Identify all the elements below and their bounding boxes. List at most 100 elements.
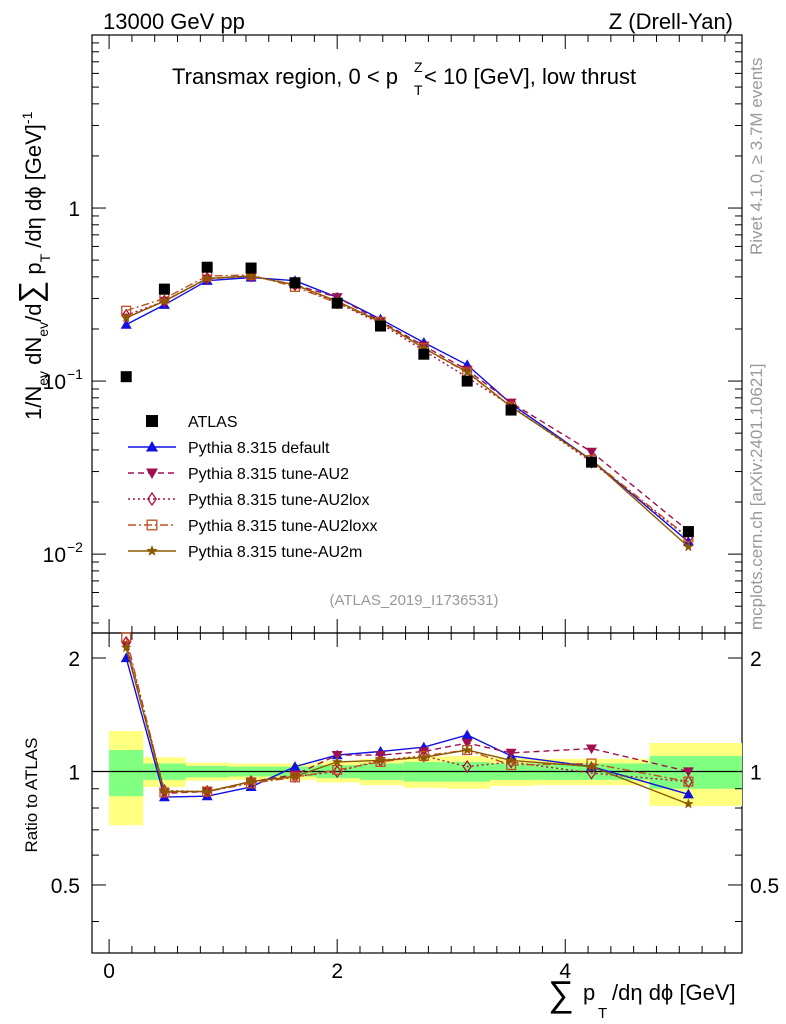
ratio-y-tick-label: 2 — [68, 648, 80, 671]
ratio-point-tune-au2m — [121, 642, 132, 653]
ratio-point-default — [461, 729, 473, 740]
legend-label: Pythia 8.315 default — [188, 440, 330, 457]
ratio-point-tune-au2m — [586, 761, 597, 772]
ylabel-sum-symbol: ∑ — [12, 281, 48, 304]
atlas-data-point — [375, 320, 387, 332]
legend-marker — [146, 468, 158, 479]
x-axis-label: ∑ p T /dη dϕ [GeV] — [548, 973, 736, 1022]
ylabel-sub-ev: ev — [35, 371, 51, 386]
main-y-tick-label: 10 — [43, 544, 66, 567]
legend-marker — [146, 545, 158, 556]
x-tick-label: 4 — [559, 960, 571, 983]
ratio-point-tune-au2lox — [419, 749, 429, 763]
ylabel-exp: -1 — [19, 111, 35, 124]
plot-subtitle: Transmax region, 0 < p Z T < 10 [GeV], l… — [172, 59, 636, 98]
ratio-point-tune-au2 — [682, 767, 694, 777]
ratio-y-tick-label-right: 0.5 — [750, 875, 779, 898]
ratio-point-tune-au2 — [585, 744, 597, 755]
ratio-point-tune-au2lox — [683, 774, 694, 789]
subtitle-sup: Z — [414, 59, 423, 75]
axis-ticks: 110 −110 −22 21 10.5 0.50 2 4 — [43, 35, 779, 983]
ylabel-sub-ev-2: ev — [35, 322, 51, 337]
ratio-point-tune-au2m — [245, 776, 257, 787]
ratio-line-tune-au2m — [125, 647, 689, 805]
svg-text:Rivet 4.1.0, ≥ 3.7M events: Rivet 4.1.0, ≥ 3.7M events — [747, 58, 766, 255]
legend-label: Pythia 8.315 tune-AU2m — [188, 544, 362, 561]
subtitle-sub: T — [414, 82, 423, 98]
ratio-y-axis-label: Ratio to ATLAS — [22, 738, 41, 853]
ratio-point-default — [289, 761, 301, 771]
legend: ATLAS Pythia 8.315 default Pythia 8.315 tu… — [128, 414, 377, 561]
ylabel-part-2: dN — [21, 337, 46, 371]
ratio-uncertainty-bands — [92, 731, 742, 826]
atlas-data-point — [461, 375, 473, 387]
atlas-data-point — [585, 456, 597, 468]
legend-label: Pythia 8.315 tune-AU2lox — [188, 492, 369, 509]
atlas-data-point — [331, 297, 343, 309]
ratio-y-tick-label-right: 2 — [750, 648, 762, 671]
series-point-tune-au2lox — [246, 269, 256, 283]
main-y-axis-label: 1/Nev dNev/d∑ pT /dη dϕ [GeV]-1 — [12, 111, 53, 420]
atlas-data-point — [245, 262, 257, 274]
series-point-tune-au2m — [461, 366, 473, 377]
xlabel-p: p — [583, 980, 595, 1005]
energy-label: 13000 GeV pp — [103, 9, 245, 34]
series-point-tune-au2m — [159, 295, 170, 306]
ratio-y-tick-label: 0.5 — [51, 875, 80, 898]
ratio-line-tune-au2 — [125, 645, 689, 795]
ratio-plot-frame — [91, 632, 743, 954]
series-point-tune-au2m — [418, 342, 430, 353]
ylabel-sub-T: T — [37, 253, 53, 262]
atlas-data-point — [505, 404, 517, 416]
ylabel-part-4: p — [21, 262, 46, 280]
series-point-tune-au2m — [245, 270, 257, 281]
ratio-point-tune-au2m — [505, 754, 517, 765]
legend-label: Pythia 8.315 tune-AU2loxx — [188, 518, 377, 535]
legend-marker — [146, 519, 158, 531]
ratio-point-tune-au2lox — [159, 783, 170, 798]
rivet-version-label: Rivet 4.1.0, ≥ 3.7M events — [747, 58, 766, 255]
svg-text:1/Nev dNev/d∑ pT /dη dϕ [GeV]: 1/Nev dNev/d∑ pT /dη dϕ [GeV]-1 — [12, 111, 53, 420]
series-line-tune-au2loxx — [125, 274, 689, 538]
ylabel-part-3: /d — [21, 304, 46, 322]
subtitle-text: Transmax region, 0 < p — [172, 64, 398, 89]
main-y-tick-label: 1 — [68, 198, 80, 221]
ratio-point-tune-au2m — [418, 751, 430, 762]
atlas-data-point — [201, 261, 213, 273]
ratio-y-tick-label: 1 — [68, 761, 80, 784]
series-point-tune-au2 — [585, 447, 597, 458]
ratio-point-tune-au2m — [201, 786, 213, 796]
data-series — [120, 261, 694, 809]
ratio-point-tune-au2lox — [586, 766, 597, 780]
atlas-data-point — [120, 371, 132, 383]
series-line-tune-au2m — [125, 275, 689, 548]
ratio-point-tune-au2 — [331, 751, 343, 761]
series-point-default — [682, 536, 694, 546]
analysis-watermark: (ATLAS_2019_I1736531) — [329, 592, 498, 609]
ratio-point-tune-au2lox — [462, 760, 472, 774]
legend-marker — [147, 491, 157, 507]
ratio-band-inner — [109, 750, 144, 797]
ratio-band-inner — [649, 755, 742, 789]
ratio-point-tune-au2m — [289, 771, 301, 781]
legend-marker — [146, 415, 158, 427]
ylabel-part-5: /dη dϕ [GeV] — [21, 124, 46, 254]
ratio-point-tune-au2m — [375, 754, 386, 765]
series-point-tune-au2m — [201, 272, 213, 283]
atlas-data-point — [418, 348, 430, 360]
xlabel-sub-T: T — [598, 1005, 607, 1022]
ratio-point-tune-au2lox — [202, 784, 212, 799]
ratio-point-tune-au2m — [159, 786, 170, 796]
x-tick-label: 2 — [331, 960, 343, 983]
subtitle-rest: < 10 [GeV], low thrust — [424, 64, 636, 89]
main-y-tick-label: 10 — [43, 371, 66, 394]
main-y-tick-exp: −1 — [67, 366, 83, 382]
legend-label: ATLAS — [188, 414, 238, 431]
ratio-point-tune-au2m — [331, 756, 343, 767]
svg-text:Ratio to ATLAS: Ratio to ATLAS — [22, 738, 41, 853]
ratio-point-tune-au2loxx — [121, 632, 132, 643]
ratio-point-tune-au2m — [461, 744, 473, 755]
mcplots-label: mcplots.cern.ch [arXiv:2401.10621] — [747, 364, 766, 630]
legend-marker — [146, 441, 158, 452]
ratio-point-tune-au2 — [505, 748, 517, 759]
